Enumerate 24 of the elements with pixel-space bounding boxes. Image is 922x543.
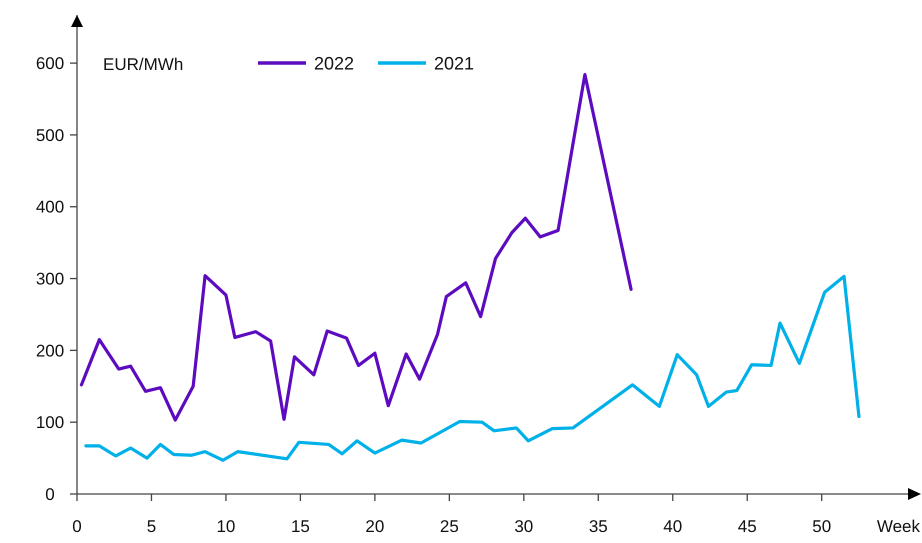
x-tick-label: 50 bbox=[812, 517, 832, 536]
x-tick-label: 35 bbox=[588, 517, 608, 536]
x-tick-label: 45 bbox=[738, 517, 757, 536]
line-series bbox=[84, 274, 861, 462]
y-tick-label: 300 bbox=[36, 270, 64, 289]
y-tick-label: 200 bbox=[36, 341, 64, 360]
y-tick-label: 0 bbox=[45, 484, 55, 504]
legend-label: 2022 bbox=[314, 53, 354, 74]
x-tick-label: 40 bbox=[663, 517, 682, 536]
legend-label: 2021 bbox=[434, 53, 474, 74]
y-tick-label: 600 bbox=[36, 54, 64, 74]
y-tick-label: 100 bbox=[36, 413, 64, 432]
y-tick-label: 400 bbox=[36, 198, 64, 217]
x-tick-label: 20 bbox=[365, 517, 384, 536]
x-tick-label: 5 bbox=[146, 517, 156, 536]
x-tick-label: 0 bbox=[72, 517, 82, 536]
x-tick-label: 25 bbox=[440, 517, 459, 536]
y-axis-title: EUR/MWh bbox=[103, 55, 184, 74]
y-tick-label: 500 bbox=[36, 126, 64, 145]
x-axis-title: Week bbox=[876, 517, 920, 536]
x-tick-label: 10 bbox=[216, 517, 236, 536]
x-tick-label: 15 bbox=[290, 517, 310, 536]
line-series bbox=[80, 73, 633, 422]
x-tick-label: 30 bbox=[514, 517, 534, 536]
